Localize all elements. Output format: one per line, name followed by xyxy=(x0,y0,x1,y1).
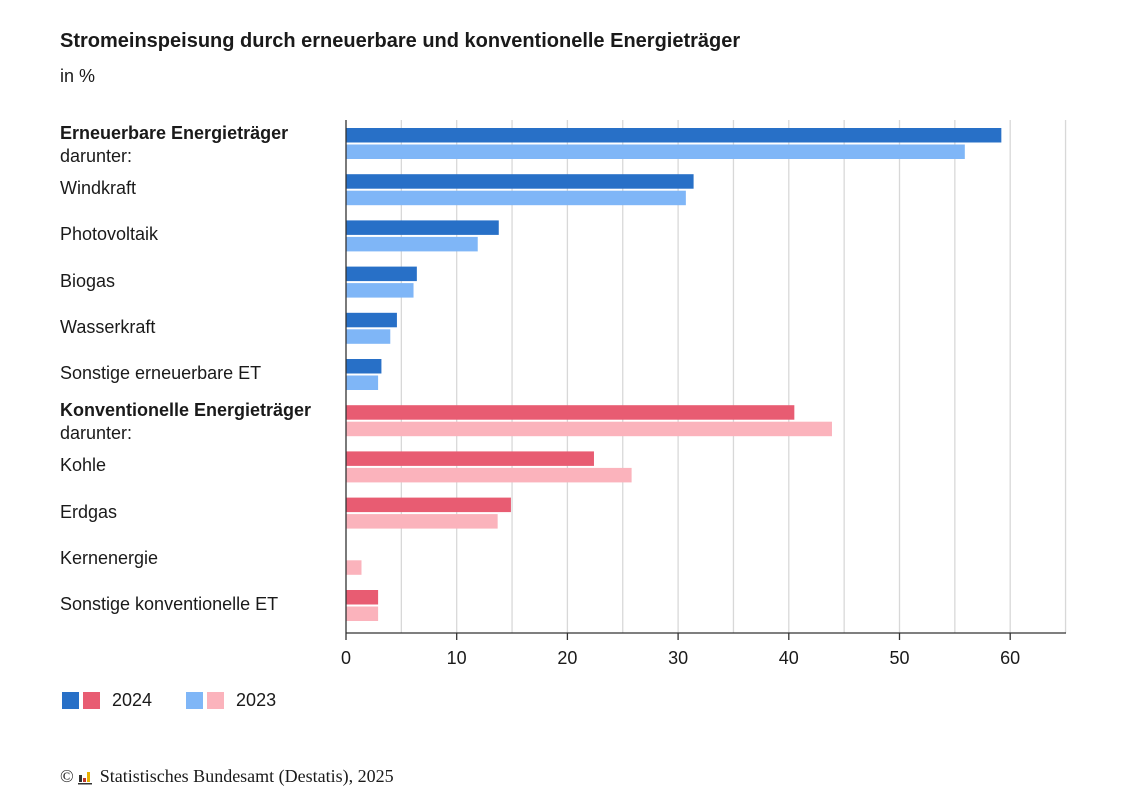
x-tick-label: 30 xyxy=(668,648,688,668)
x-tick-label: 0 xyxy=(341,648,351,668)
x-tick-label: 50 xyxy=(889,648,909,668)
category-label-main: Erdgas xyxy=(60,501,118,522)
bar-2024 xyxy=(346,497,511,513)
bar-2023 xyxy=(346,375,379,390)
category-label-main: Sonstige erneuerbare ET xyxy=(60,363,262,383)
bar-2023 xyxy=(346,144,965,159)
legend-item-2024: 2024 xyxy=(62,690,152,711)
category-label: Biogas xyxy=(60,270,115,293)
legend-swatch-renewable-2024 xyxy=(62,692,79,709)
bar-2023 xyxy=(346,514,498,529)
category-label: Kohle xyxy=(60,454,106,477)
legend-label-2023: 2023 xyxy=(236,690,277,710)
legend-swatch-conventional-2024 xyxy=(83,692,100,709)
chart-title: Stromeinspeisung durch erneuerbare und k… xyxy=(60,30,741,52)
category-label: Erneuerbare Energieträger darunter: xyxy=(60,122,288,168)
x-tick-label: 60 xyxy=(1000,648,1020,668)
category-label-main: Erneuerbare Energieträger xyxy=(60,123,289,143)
bar-2024 xyxy=(346,451,594,466)
category-label: Photovoltaik xyxy=(60,223,158,246)
category-label-main: Konventionelle Energieträger xyxy=(60,400,312,421)
category-label: Sonstige erneuerbare ET xyxy=(60,362,261,385)
bar-2023 xyxy=(346,329,391,344)
category-label-main: Windkraft xyxy=(60,178,137,199)
bar-2024 xyxy=(346,266,417,282)
bar-2024 xyxy=(346,359,382,374)
legend-swatch-conventional-2023 xyxy=(207,692,225,709)
bar-2024 xyxy=(346,220,499,235)
x-tick-label: 10 xyxy=(447,648,467,668)
x-tick-label: 40 xyxy=(779,648,799,668)
copyright-symbol: © xyxy=(60,766,74,786)
category-label-main: Biogas xyxy=(60,270,116,291)
category-label: Windkraft xyxy=(60,177,136,200)
category-label-main: Wasserkraft xyxy=(60,316,156,337)
bar-2024 xyxy=(346,405,795,420)
bar-2023 xyxy=(346,190,686,206)
bar-2023 xyxy=(346,236,478,252)
category-label: Wasserkraft xyxy=(60,316,155,339)
bar-2024 xyxy=(346,174,694,189)
bar-2024 xyxy=(346,590,379,605)
category-label: Konventionelle Energieträger darunter: xyxy=(60,399,311,445)
source-footer: © Statistisches Bundesamt (Destatis), 20… xyxy=(60,766,394,787)
destatis-logo-icon xyxy=(77,771,92,784)
bar-2024 xyxy=(346,128,1002,143)
category-label-sub: darunter: xyxy=(60,423,133,444)
x-tick-label: 20 xyxy=(557,648,577,668)
bar-2023 xyxy=(346,421,832,437)
category-label-main: Kernenergie xyxy=(60,547,159,568)
category-label: Kernenergie xyxy=(60,547,158,570)
source-text: Statistisches Bundesamt (Destatis), 2025 xyxy=(99,766,394,786)
category-label: Sonstige konventionelle ET xyxy=(60,593,278,616)
bar-2023 xyxy=(346,283,414,298)
bar-2023 xyxy=(346,606,379,621)
legend: 2024 2023 xyxy=(62,690,310,711)
category-label-sub: darunter: xyxy=(60,146,133,166)
category-label-main: Photovoltaik xyxy=(60,224,159,245)
bar-2023 xyxy=(346,560,362,575)
category-label-main: Sonstige konventionelle ET xyxy=(60,594,279,614)
category-label-main: Kohle xyxy=(60,455,107,476)
legend-swatch-renewable-2023 xyxy=(186,692,204,709)
bar-2023 xyxy=(346,467,632,483)
legend-label-2024: 2024 xyxy=(112,690,153,710)
chart-subtitle: in % xyxy=(60,66,96,86)
bar-2024 xyxy=(346,312,397,328)
category-label: Erdgas xyxy=(60,501,117,524)
legend-item-2023: 2023 xyxy=(186,690,276,711)
